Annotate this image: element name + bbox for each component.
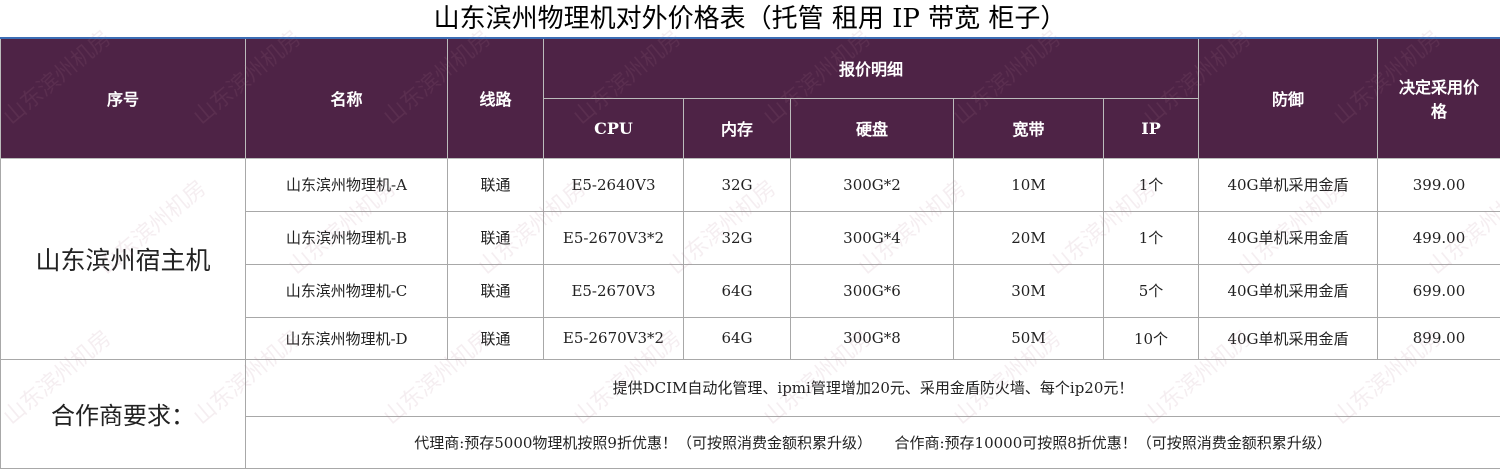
cell: 10M bbox=[954, 158, 1104, 211]
cell: 1个 bbox=[1104, 158, 1199, 211]
cell: E5-2670V3 bbox=[544, 264, 684, 317]
cell: 64G bbox=[684, 264, 791, 317]
header-cell: IP bbox=[1104, 98, 1199, 158]
header-cell: CPU bbox=[544, 98, 684, 158]
cell: 山东滨州物理机-A bbox=[246, 158, 448, 211]
partner-label: 合作商要求： bbox=[1, 359, 246, 468]
cell: 20M bbox=[954, 211, 1104, 264]
cell: 联通 bbox=[448, 264, 544, 317]
cell: 40G单机采用金盾 bbox=[1199, 158, 1378, 211]
group-cell: 山东滨州宿主机 bbox=[1, 158, 246, 359]
cell: 499.00 bbox=[1378, 211, 1500, 264]
partner-note: 代理商:预存5000物理机按照9折优惠！（可按照消费金额积累升级） 合作商:预存… bbox=[246, 416, 1500, 468]
cell: 山东滨州物理机-C bbox=[246, 264, 448, 317]
cell: 10个 bbox=[1104, 317, 1199, 359]
title: 山东滨州物理机对外价格表（托管 租用 IP 带宽 柜子） bbox=[0, 0, 1500, 37]
header-cell: 硬盘 bbox=[791, 98, 954, 158]
cell: 32G bbox=[684, 211, 791, 264]
cell: 300G*4 bbox=[791, 211, 954, 264]
header-cell: 决定采用价格 bbox=[1378, 38, 1500, 158]
cell: 山东滨州物理机-B bbox=[246, 211, 448, 264]
cell: 64G bbox=[684, 317, 791, 359]
cell: 40G单机采用金盾 bbox=[1199, 211, 1378, 264]
cell: 1个 bbox=[1104, 211, 1199, 264]
partner-note: 提供DCIM自动化管理、ipmi管理增加20元、采用金盾防火墙、每个ip20元！ bbox=[246, 359, 1500, 416]
partner-row: 合作商要求：提供DCIM自动化管理、ipmi管理增加20元、采用金盾防火墙、每个… bbox=[1, 359, 1500, 416]
cell: 300G*6 bbox=[791, 264, 954, 317]
header-cell: 防御 bbox=[1199, 38, 1378, 158]
header-cell: 序号 bbox=[1, 38, 246, 158]
cell: E5-2640V3 bbox=[544, 158, 684, 211]
cell: 联通 bbox=[448, 317, 544, 359]
header-cell: 宽带 bbox=[954, 98, 1104, 158]
header-cell: 内存 bbox=[684, 98, 791, 158]
header-cell: 名称 bbox=[246, 38, 448, 158]
header-cell: 线路 bbox=[448, 38, 544, 158]
cell: 300G*8 bbox=[791, 317, 954, 359]
cell: 5个 bbox=[1104, 264, 1199, 317]
cell: 50M bbox=[954, 317, 1104, 359]
cell: 899.00 bbox=[1378, 317, 1500, 359]
header-cell: 报价明细 bbox=[544, 38, 1199, 98]
cell: 联通 bbox=[448, 158, 544, 211]
cell: 30M bbox=[954, 264, 1104, 317]
cell: E5-2670V3*2 bbox=[544, 211, 684, 264]
cell: E5-2670V3*2 bbox=[544, 317, 684, 359]
cell: 399.00 bbox=[1378, 158, 1500, 211]
cell: 联通 bbox=[448, 211, 544, 264]
cell: 300G*2 bbox=[791, 158, 954, 211]
cell: 40G单机采用金盾 bbox=[1199, 317, 1378, 359]
cell: 699.00 bbox=[1378, 264, 1500, 317]
cell: 山东滨州物理机-D bbox=[246, 317, 448, 359]
cell: 32G bbox=[684, 158, 791, 211]
cell: 40G单机采用金盾 bbox=[1199, 264, 1378, 317]
